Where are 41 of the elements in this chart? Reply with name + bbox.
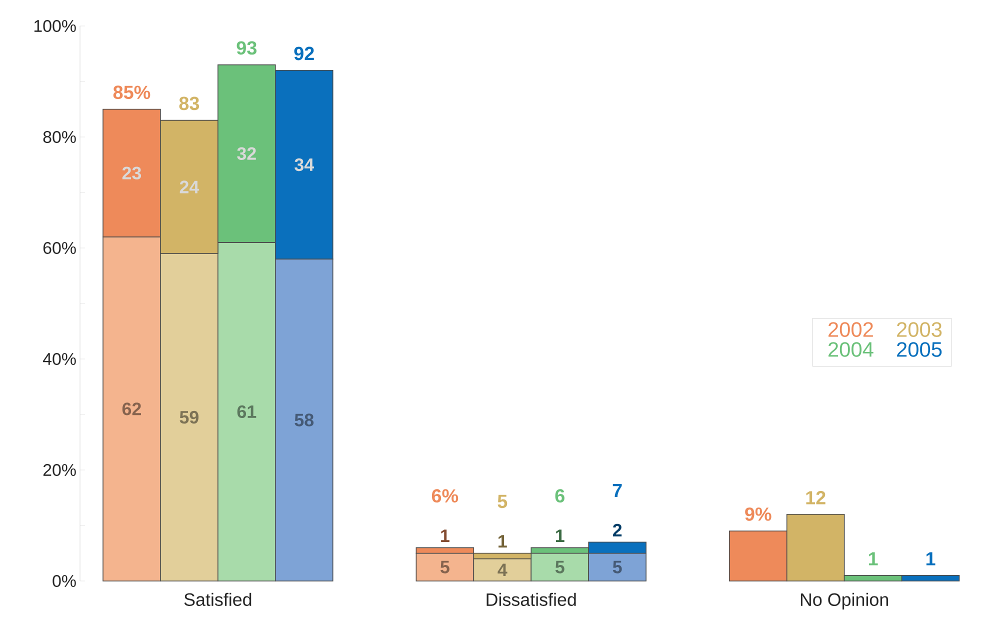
total-label: 85% xyxy=(113,86,150,100)
data-label: 34 xyxy=(294,158,314,172)
total-label: 6% xyxy=(432,489,458,503)
data-label: 24 xyxy=(180,180,200,194)
total-label: 9% xyxy=(745,507,772,521)
text: 2004 xyxy=(828,342,874,357)
data-label: 1 xyxy=(556,530,564,542)
y-tick-label: 40% xyxy=(42,352,76,365)
data-label: 5 xyxy=(440,560,450,574)
data-label: 62 xyxy=(122,402,141,416)
total-label: 12 xyxy=(806,490,826,504)
y-tick-label: 60% xyxy=(43,242,76,254)
data-label: 58 xyxy=(294,414,314,426)
total-label: 83 xyxy=(179,96,200,110)
total-label: 7 xyxy=(612,484,622,497)
text: No Opinion xyxy=(800,592,888,610)
data-label: 1 xyxy=(498,535,507,548)
data-label: 61 xyxy=(237,405,256,418)
total-label: 5 xyxy=(498,494,508,508)
data-label: 5 xyxy=(612,560,622,574)
data-label: 5 xyxy=(555,560,564,574)
text: 2003 xyxy=(897,322,942,337)
text: 2005 xyxy=(897,342,942,357)
text: Satisfied xyxy=(184,592,252,606)
total-label: 1 xyxy=(868,552,878,566)
data-label: 59 xyxy=(180,410,199,424)
total-label: 92 xyxy=(294,46,314,60)
data-label: 23 xyxy=(122,166,142,180)
total-label: 1 xyxy=(926,552,936,566)
y-tick-label: 0% xyxy=(52,574,76,587)
total-label: 6 xyxy=(555,489,564,503)
text: Dissatisfied xyxy=(486,592,576,606)
y-tick-label: 80% xyxy=(43,130,76,143)
data-label: 1 xyxy=(441,530,450,542)
data-label: 32 xyxy=(237,147,256,160)
data-label: 2 xyxy=(612,524,622,536)
y-tick-label: 20% xyxy=(43,464,76,476)
text: 2002 xyxy=(828,322,873,337)
y-tick-label: 100% xyxy=(34,20,76,32)
data-label: 4 xyxy=(498,564,508,576)
total-label: 93 xyxy=(236,41,257,55)
